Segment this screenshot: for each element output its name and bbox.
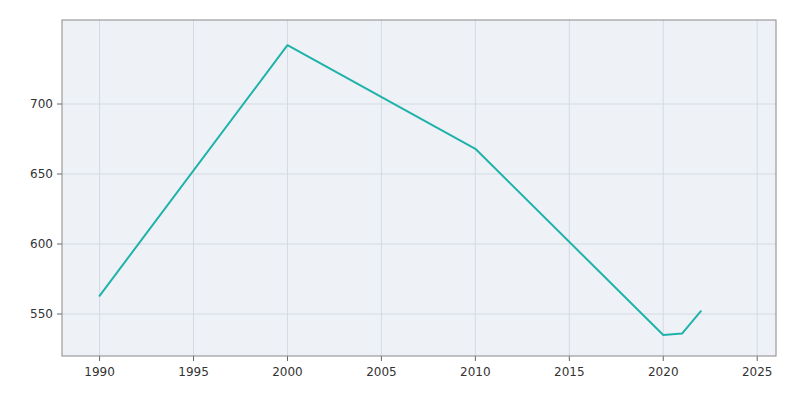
x-tick bbox=[193, 356, 194, 361]
y-tick bbox=[57, 174, 62, 175]
x-tick-label: 1995 bbox=[178, 365, 209, 379]
x-grid-line bbox=[99, 20, 100, 356]
x-tick bbox=[381, 356, 382, 361]
x-tick-label: 2020 bbox=[648, 365, 679, 379]
data-layer bbox=[100, 45, 701, 335]
x-grid-line bbox=[663, 20, 664, 356]
x-grid-line bbox=[287, 20, 288, 356]
x-tick bbox=[475, 356, 476, 361]
chart-svg: 1990 1995 2000 2005 2010 2015 2020 2025 550 600 65… bbox=[0, 0, 800, 400]
x-tick-label: 2015 bbox=[554, 365, 585, 379]
x-tick-label: 2010 bbox=[460, 365, 491, 379]
chart-container: 1990 1995 2000 2005 2010 2015 2020 2025 550 600 65… bbox=[0, 0, 800, 400]
x-grid-line bbox=[569, 20, 570, 356]
y-grid-line bbox=[62, 104, 776, 105]
x-tick bbox=[757, 356, 758, 361]
plot-background bbox=[62, 20, 776, 356]
x-tick bbox=[569, 356, 570, 361]
y-grid-line bbox=[62, 244, 776, 245]
y-grid-line bbox=[62, 174, 776, 175]
x-grid-line bbox=[381, 20, 382, 356]
x-grid-line bbox=[757, 20, 758, 356]
data-line bbox=[100, 45, 701, 335]
y-tick-label: 550 bbox=[30, 307, 53, 321]
y-tick bbox=[57, 244, 62, 245]
x-grid-line bbox=[475, 20, 476, 356]
x-tick bbox=[99, 356, 100, 361]
x-tick bbox=[287, 356, 288, 361]
x-tick bbox=[663, 356, 664, 361]
tick-labels: 1990 1995 2000 2005 2010 2015 2020 2025 550 600 65… bbox=[30, 97, 772, 379]
y-tick bbox=[57, 104, 62, 105]
x-tick-label: 1990 bbox=[84, 365, 115, 379]
y-tick-label: 700 bbox=[30, 97, 53, 111]
x-grid-line bbox=[193, 20, 194, 356]
x-tick-label: 2025 bbox=[742, 365, 773, 379]
x-tick-label: 2000 bbox=[272, 365, 303, 379]
y-tick-label: 600 bbox=[30, 237, 53, 251]
grid bbox=[62, 20, 776, 356]
y-tick-label: 650 bbox=[30, 167, 53, 181]
y-grid-line bbox=[62, 314, 776, 315]
y-tick bbox=[57, 314, 62, 315]
x-tick-label: 2005 bbox=[366, 365, 397, 379]
plot-frame bbox=[62, 20, 776, 356]
